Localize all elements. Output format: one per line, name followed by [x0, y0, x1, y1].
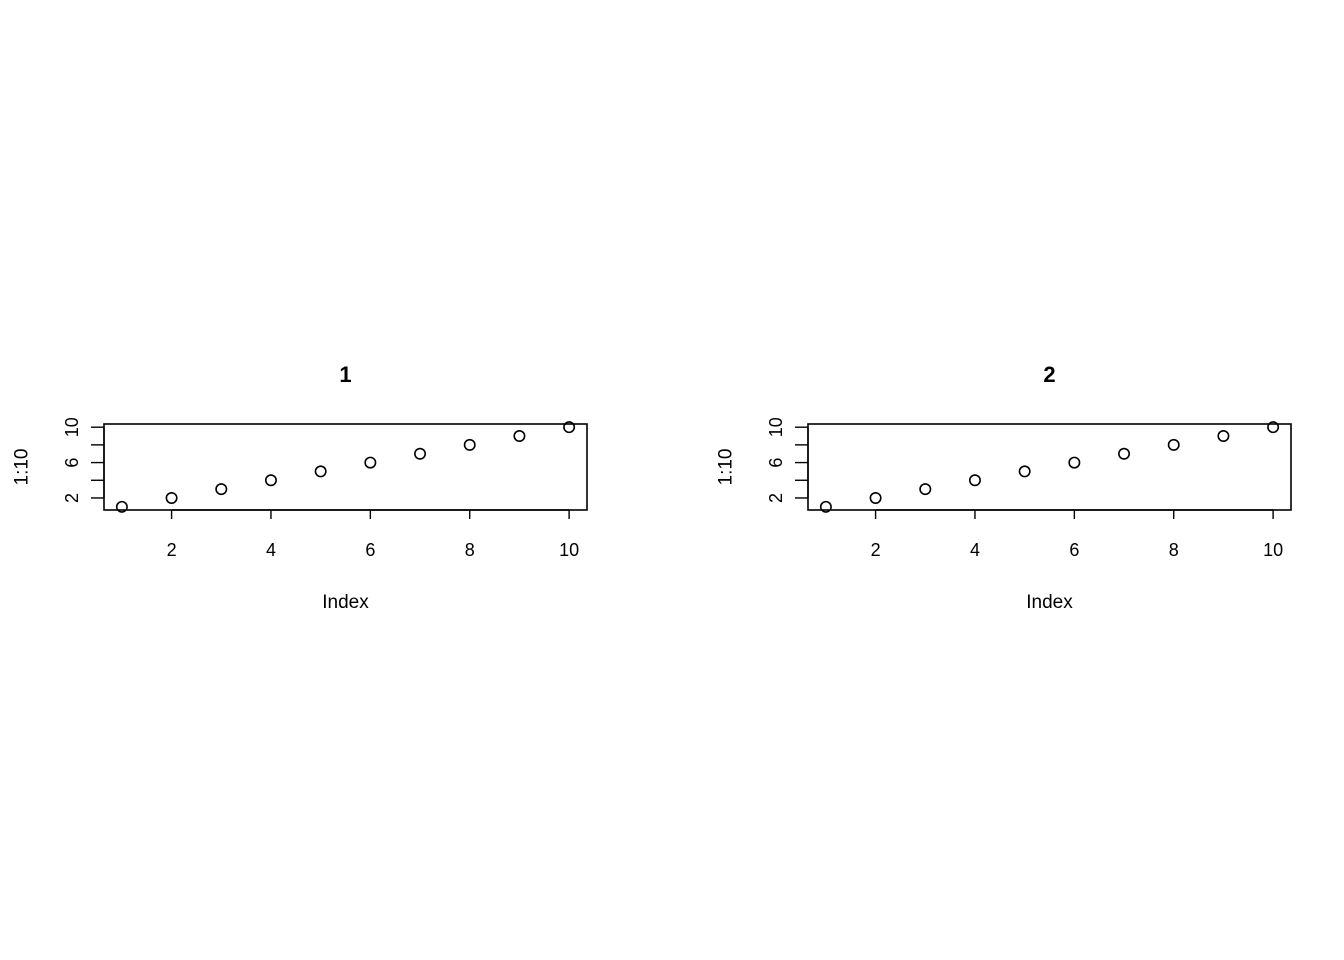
y-axis-label: 1:10	[716, 449, 737, 486]
x-tick-label: 4	[970, 540, 980, 560]
data-point	[314, 465, 327, 478]
chart-title: 1	[339, 362, 351, 387]
data-point	[819, 500, 832, 513]
y-tick-label: 10	[766, 417, 786, 437]
data-point	[919, 483, 932, 496]
plot-panel-2: 2 2 4 6 8 10 2 6 10 Index 1:10	[716, 362, 1292, 613]
data-point	[1167, 438, 1180, 451]
data-point	[968, 474, 981, 487]
data-point	[1068, 456, 1081, 469]
x-tick-label: 10	[559, 540, 579, 560]
data-point	[869, 491, 882, 504]
y-tick-label: 2	[62, 493, 82, 503]
x-tick-label: 2	[871, 540, 881, 560]
y-tick-label: 6	[766, 458, 786, 468]
chart-title: 2	[1043, 362, 1055, 387]
x-tick-label: 8	[465, 540, 475, 560]
x-tick-label: 8	[1169, 540, 1179, 560]
data-point	[165, 491, 178, 504]
x-tick-label: 2	[167, 540, 177, 560]
data-point	[414, 447, 427, 460]
x-tick-label: 4	[266, 540, 276, 560]
x-tick-label: 6	[1069, 540, 1079, 560]
data-point	[264, 474, 277, 487]
x-axis-label: Index	[322, 592, 369, 613]
x-tick-label: 10	[1263, 540, 1283, 560]
data-point	[364, 456, 377, 469]
x-axis-label: Index	[1026, 592, 1073, 613]
data-point	[513, 430, 526, 443]
data-point	[563, 421, 576, 434]
y-tick-label: 10	[62, 417, 82, 437]
y-axis-label: 1:10	[12, 449, 33, 486]
y-tick-label: 6	[62, 458, 82, 468]
y-tick-label: 2	[766, 493, 786, 503]
plot-panel-1: 1 2 4 6 8 10 2 6 10 Index 1:10	[12, 362, 588, 613]
data-point	[463, 438, 476, 451]
data-point	[1267, 421, 1280, 434]
data-point	[1018, 465, 1031, 478]
data-point	[1217, 430, 1230, 443]
data-point	[115, 500, 128, 513]
x-tick-label: 6	[365, 540, 375, 560]
data-point	[1118, 447, 1131, 460]
data-point	[215, 483, 228, 496]
